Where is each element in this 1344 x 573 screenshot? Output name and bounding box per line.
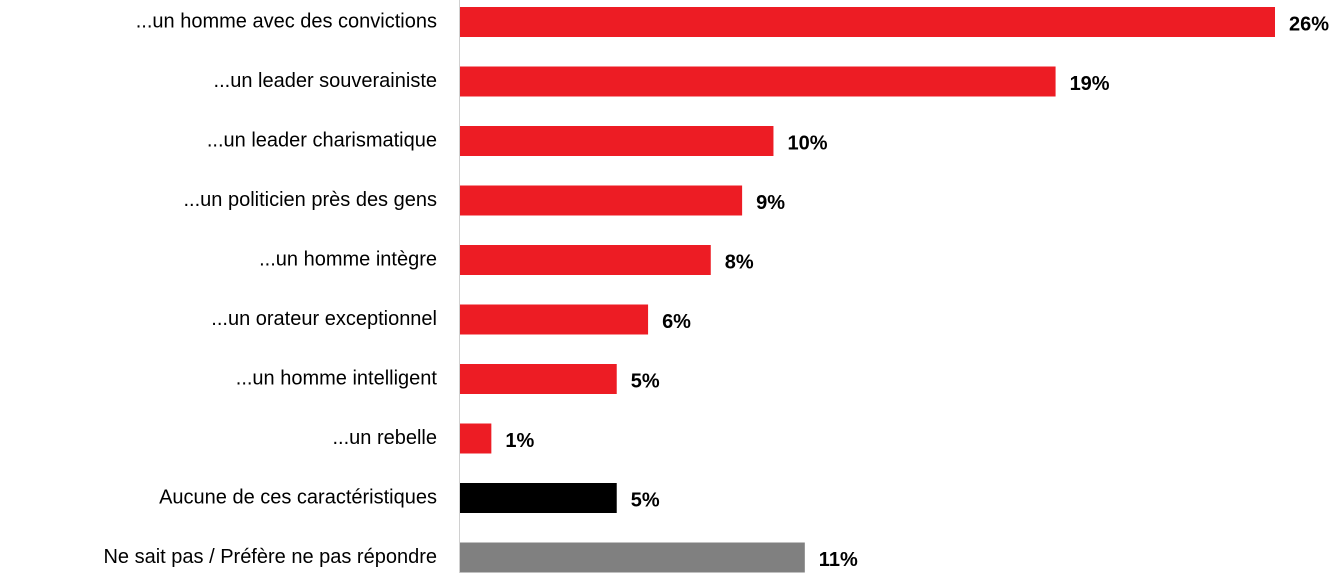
bar <box>460 245 711 275</box>
value-label: 26% <box>1289 13 1329 35</box>
value-label: 1% <box>505 430 534 452</box>
bar <box>460 126 774 156</box>
bar <box>460 542 805 573</box>
category-label: Aucune de ces caractéristiques <box>159 486 437 508</box>
value-label: 19% <box>1070 73 1110 95</box>
bar <box>460 483 617 513</box>
category-label: ...un homme intelligent <box>236 367 438 389</box>
category-label: Ne sait pas / Préfère ne pas répondre <box>103 546 437 568</box>
value-label: 6% <box>662 311 691 333</box>
value-label: 9% <box>756 192 785 214</box>
value-label: 5% <box>631 489 660 511</box>
category-label: ...un politicien près des gens <box>184 189 438 211</box>
category-label: ...un rebelle <box>332 427 437 449</box>
value-label: 5% <box>631 370 660 392</box>
value-label: 8% <box>725 251 754 273</box>
bar <box>460 304 649 335</box>
bar <box>460 364 617 394</box>
value-label: 11% <box>819 549 858 571</box>
category-label: ...un leader souverainiste <box>214 70 437 92</box>
bar <box>460 7 1275 37</box>
category-label: ...un orateur exceptionnel <box>211 308 437 330</box>
category-label: ...un homme avec des convictions <box>136 10 437 32</box>
bar <box>460 423 492 454</box>
bar <box>460 66 1056 97</box>
category-label: ...un leader charismatique <box>207 129 437 151</box>
bar <box>460 185 743 216</box>
category-label: ...un homme intègre <box>259 248 437 270</box>
value-label: 10% <box>787 132 827 154</box>
